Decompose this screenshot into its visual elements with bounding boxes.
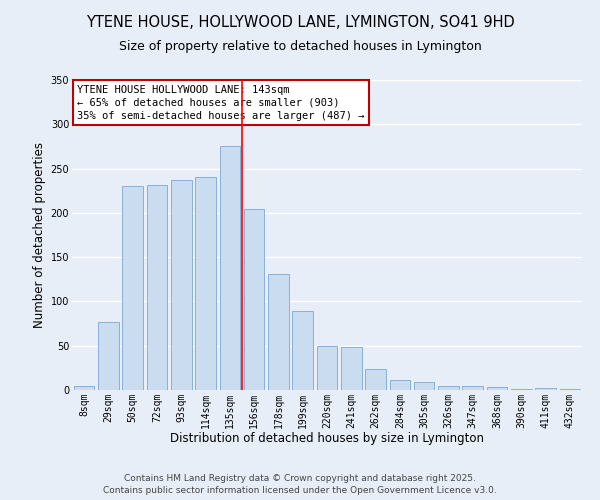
Bar (463, 386, 483, 390)
Bar (171, 180, 191, 390)
Bar (317, 346, 337, 390)
Bar (244, 210, 265, 390)
Bar (122, 186, 143, 390)
Bar (98, 322, 119, 390)
Bar (220, 146, 240, 390)
Bar (365, 368, 386, 390)
Text: YTENE HOUSE, HOLLYWOOD LANE, LYMINGTON, SO41 9HD: YTENE HOUSE, HOLLYWOOD LANE, LYMINGTON, … (86, 15, 514, 30)
Bar (511, 389, 532, 390)
Bar (438, 386, 459, 390)
Bar (146, 186, 167, 390)
Y-axis label: Number of detached properties: Number of detached properties (34, 142, 46, 328)
Bar (414, 382, 434, 390)
Bar (74, 386, 94, 390)
Bar (560, 389, 580, 390)
Text: Contains HM Land Registry data © Crown copyright and database right 2025.
Contai: Contains HM Land Registry data © Crown c… (103, 474, 497, 495)
Bar (292, 311, 313, 390)
X-axis label: Distribution of detached houses by size in Lymington: Distribution of detached houses by size … (170, 432, 484, 445)
Text: Size of property relative to detached houses in Lymington: Size of property relative to detached ho… (119, 40, 481, 53)
Bar (195, 178, 216, 390)
Bar (487, 388, 508, 390)
Text: YTENE HOUSE HOLLYWOOD LANE: 143sqm
← 65% of detached houses are smaller (903)
35: YTENE HOUSE HOLLYWOOD LANE: 143sqm ← 65%… (77, 84, 365, 121)
Bar (535, 388, 556, 390)
Bar (268, 274, 289, 390)
Bar (341, 346, 362, 390)
Bar (389, 380, 410, 390)
